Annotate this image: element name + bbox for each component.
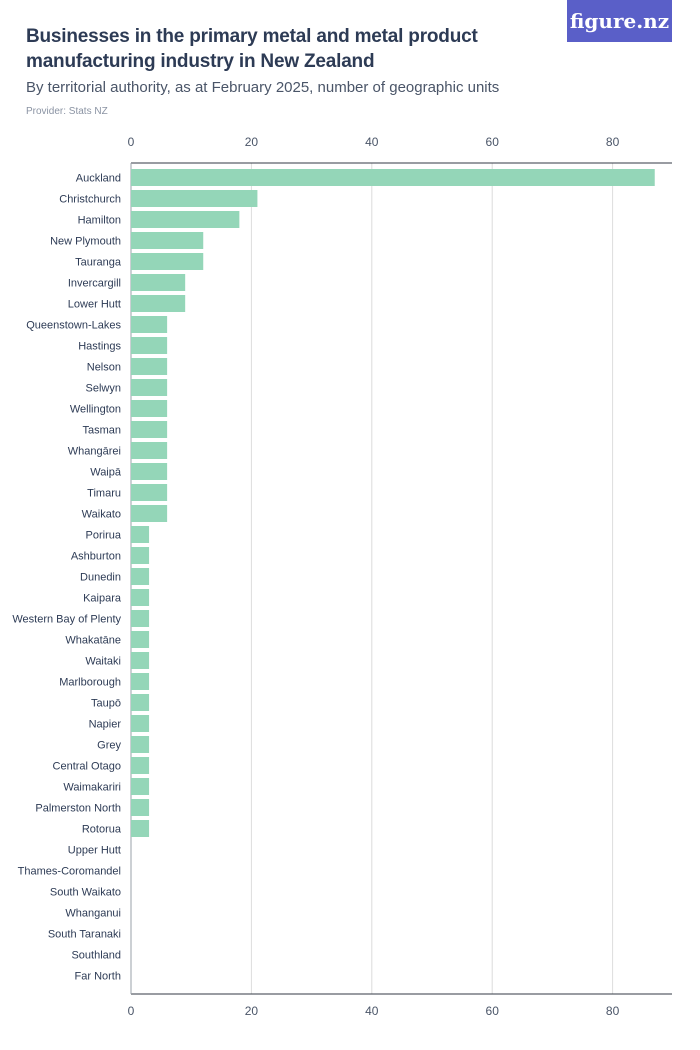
category-label: South Waikato [50, 887, 121, 899]
category-label: Grey [97, 740, 121, 752]
bar [131, 253, 204, 270]
x-tick-label-top: 40 [365, 135, 379, 149]
bar [131, 694, 150, 711]
category-label: Queenstown-Lakes [26, 320, 121, 332]
bar [131, 589, 150, 606]
bar [131, 484, 168, 501]
category-label: Whanganui [65, 908, 121, 920]
x-tick-label-top: 60 [486, 135, 500, 149]
bar [131, 400, 168, 417]
x-tick-label-bottom: 60 [486, 1004, 500, 1018]
bar [131, 820, 150, 837]
category-label: Marlborough [59, 677, 121, 689]
category-label: Wellington [70, 404, 121, 416]
category-label: Palmerston North [35, 803, 121, 815]
category-label: Ashburton [71, 551, 121, 563]
category-label: Lower Hutt [68, 299, 121, 311]
bar [131, 337, 168, 354]
chart-title: Businesses in the primary metal and meta… [26, 26, 478, 72]
category-label: Napier [89, 719, 122, 731]
category-label: Whakatāne [65, 635, 121, 647]
category-label: Auckland [76, 173, 121, 185]
category-label: Western Bay of Plenty [12, 614, 121, 626]
bar [131, 778, 150, 795]
x-tick-label-bottom: 0 [128, 1004, 135, 1018]
category-label: Taupō [91, 698, 121, 710]
bar [131, 526, 150, 543]
category-label: Tauranga [75, 257, 122, 269]
category-label: Dunedin [80, 572, 121, 584]
category-label: Waitaki [85, 656, 121, 668]
category-label: Porirua [86, 530, 122, 542]
bar [131, 505, 168, 522]
bar [131, 379, 168, 396]
category-label: Whangārei [68, 446, 121, 458]
chart-header: Businesses in the primary metal and meta… [26, 24, 546, 117]
category-label: Waimakariri [63, 782, 121, 794]
bar [131, 316, 168, 333]
x-tick-label-bottom: 80 [606, 1004, 620, 1018]
bar [131, 232, 204, 249]
category-label: Invercargill [68, 278, 121, 290]
bar [131, 631, 150, 648]
bar [131, 295, 186, 312]
category-label: Waipā [90, 467, 122, 479]
category-label: Christchurch [59, 194, 121, 206]
category-label: Timaru [87, 488, 121, 500]
bar [131, 274, 186, 291]
bar [131, 610, 150, 627]
data-provider: Provider: Stats NZ [26, 106, 108, 117]
category-label: Selwyn [86, 383, 121, 395]
bar [131, 757, 150, 774]
category-label: Southland [71, 950, 121, 962]
bar [131, 442, 168, 459]
bar [131, 169, 655, 186]
category-label: Central Otago [53, 761, 121, 773]
category-label: Far North [75, 971, 121, 983]
bar [131, 715, 150, 732]
category-label: South Taranaki [48, 929, 121, 941]
x-tick-label-bottom: 20 [245, 1004, 259, 1018]
bar [131, 673, 150, 690]
category-label: Waikato [82, 509, 121, 521]
chart-subtitle: By territorial authority, as at February… [26, 79, 500, 96]
bar [131, 652, 150, 669]
category-label: Hamilton [78, 215, 121, 227]
figure-nz-logo[interactable]: figure.nz [567, 0, 672, 42]
bar [131, 547, 150, 564]
category-label: Hastings [78, 341, 121, 353]
bar [131, 190, 258, 207]
category-label: Kaipara [83, 593, 122, 605]
bar [131, 736, 150, 753]
x-tick-label-top: 80 [606, 135, 620, 149]
bar [131, 463, 168, 480]
category-label: Nelson [87, 362, 121, 374]
category-label: Rotorua [82, 824, 122, 836]
x-tick-label-bottom: 40 [365, 1004, 379, 1018]
category-label: Upper Hutt [68, 845, 121, 857]
x-tick-label-top: 20 [245, 135, 259, 149]
category-label: Thames-Coromandel [18, 866, 121, 878]
bar [131, 358, 168, 375]
bar [131, 211, 240, 228]
bar [131, 421, 168, 438]
category-label: New Plymouth [50, 236, 121, 248]
bar [131, 568, 150, 585]
bar [131, 799, 150, 816]
category-label: Tasman [82, 425, 121, 437]
x-tick-label-top: 0 [128, 135, 135, 149]
